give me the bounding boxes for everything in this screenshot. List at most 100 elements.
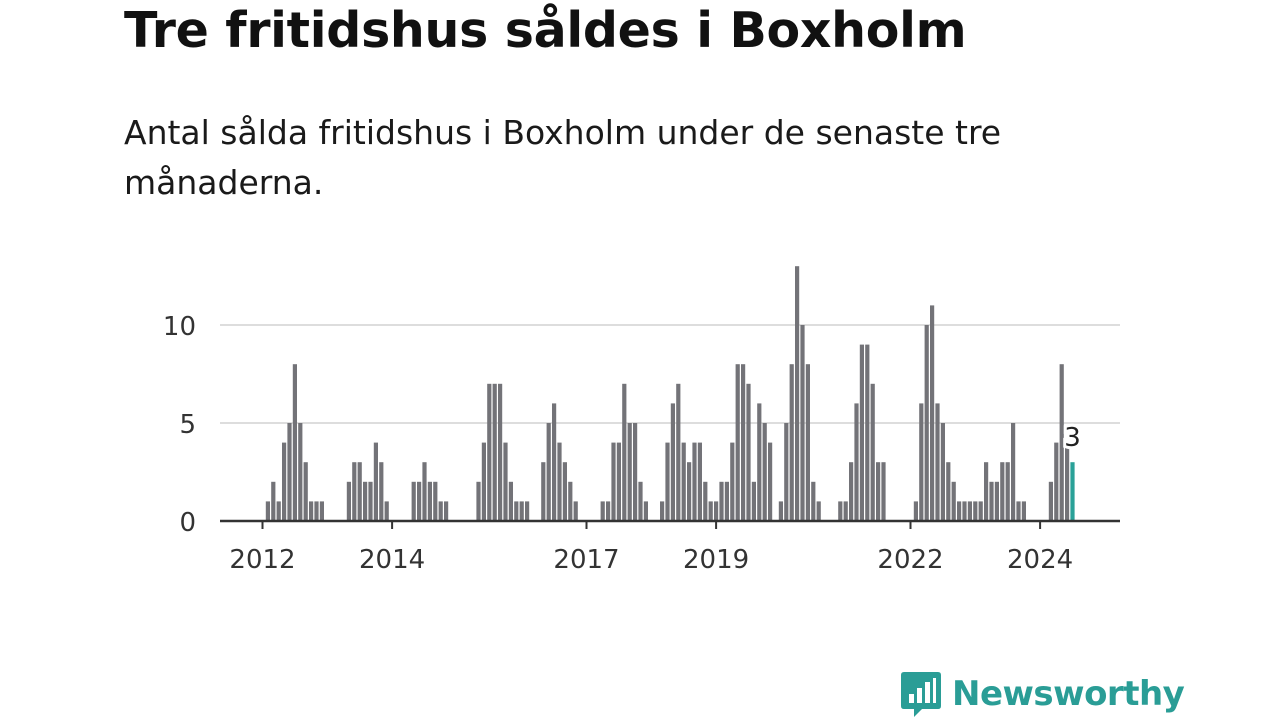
bar: [994, 481, 999, 521]
bar: [940, 423, 945, 521]
bar: [854, 403, 859, 521]
bar: [665, 442, 670, 521]
bar: [816, 501, 821, 521]
bar: [298, 423, 303, 521]
bar: [606, 501, 611, 521]
bar: [989, 481, 994, 521]
bar: [1000, 462, 1005, 521]
bar: [681, 442, 686, 521]
bar: [670, 403, 675, 521]
bar-chart: 0 5 10 3 2012 2014 2017 2019 2022 2024: [163, 266, 1120, 575]
bar: [719, 481, 724, 521]
bar: [438, 501, 443, 521]
bar: [346, 481, 351, 521]
bar: [557, 442, 562, 521]
bar: [271, 481, 276, 521]
chart-title: Tre fritidshus såldes i Boxholm: [124, 2, 967, 59]
bar: [368, 481, 373, 521]
y-tick-label: 10: [163, 312, 196, 342]
bar: [843, 501, 848, 521]
bar: [384, 501, 389, 521]
bar: [357, 462, 362, 521]
bar: [849, 462, 854, 521]
bar: [492, 383, 497, 521]
bar: [692, 442, 697, 521]
bar: [611, 442, 616, 521]
bar: [751, 481, 756, 521]
bar: [265, 501, 270, 521]
bar: [978, 501, 983, 521]
bar: [309, 501, 314, 521]
bar: [913, 501, 918, 521]
bar: [957, 501, 962, 521]
bar: [411, 481, 416, 521]
bar: [622, 383, 627, 521]
bar: [930, 305, 935, 521]
bar: [568, 481, 573, 521]
bar: [498, 383, 503, 521]
bar: [481, 442, 486, 521]
bar: [924, 325, 929, 521]
bar: [552, 403, 557, 521]
bar: [784, 423, 789, 521]
bar: [503, 442, 508, 521]
bar: [876, 462, 881, 521]
bar: [724, 481, 729, 521]
bar: [562, 462, 567, 521]
bar: [778, 501, 783, 521]
bar: [546, 423, 551, 521]
bar: [1021, 501, 1026, 521]
chart-subtitle: Antal sålda fritidshus i Boxholm under d…: [124, 113, 1002, 202]
bar: [865, 344, 870, 521]
bar: [935, 403, 940, 521]
bar: [287, 423, 292, 521]
newsworthy-logo-icon: [901, 672, 941, 717]
bar: [633, 423, 638, 521]
bar: [757, 403, 762, 521]
bar: [1059, 364, 1064, 521]
bar: [514, 501, 519, 521]
y-tick-label: 0: [179, 508, 196, 538]
brand-name: Newsworthy: [952, 674, 1185, 714]
bar: [811, 481, 816, 521]
bar: [973, 501, 978, 521]
bar: [919, 403, 924, 521]
bar: [838, 501, 843, 521]
bar: [800, 325, 805, 521]
bar: [703, 481, 708, 521]
bar: [519, 501, 524, 521]
bar: [984, 462, 989, 521]
bar: [881, 462, 886, 521]
bar: [951, 481, 956, 521]
bar: [379, 462, 384, 521]
bar: [676, 383, 681, 521]
x-tick-label: 2014: [359, 545, 425, 575]
bar: [859, 344, 864, 521]
x-tick-label: 2022: [877, 545, 943, 575]
bar: [795, 266, 800, 521]
bar: [373, 442, 378, 521]
bar: [573, 501, 578, 521]
bar: [643, 501, 648, 521]
x-tick-label: 2019: [683, 545, 749, 575]
bar: [730, 442, 735, 521]
bar: [741, 364, 746, 521]
x-tick-label: 2024: [1007, 545, 1073, 575]
bar: [638, 481, 643, 521]
bar: [525, 501, 530, 521]
bar: [746, 383, 751, 521]
bar: [352, 462, 357, 521]
x-tick-label: 2017: [553, 545, 619, 575]
x-tick-label: 2012: [229, 545, 295, 575]
bar: [762, 423, 767, 521]
bar: [1065, 442, 1070, 521]
bar: [433, 481, 438, 521]
bar: [282, 442, 287, 521]
bar: [363, 481, 368, 521]
bar: [697, 442, 702, 521]
highlight-data-label: 3: [1064, 423, 1081, 453]
bar: [487, 383, 492, 521]
bar: [714, 501, 719, 521]
bar: [276, 501, 281, 521]
bar: [708, 501, 713, 521]
